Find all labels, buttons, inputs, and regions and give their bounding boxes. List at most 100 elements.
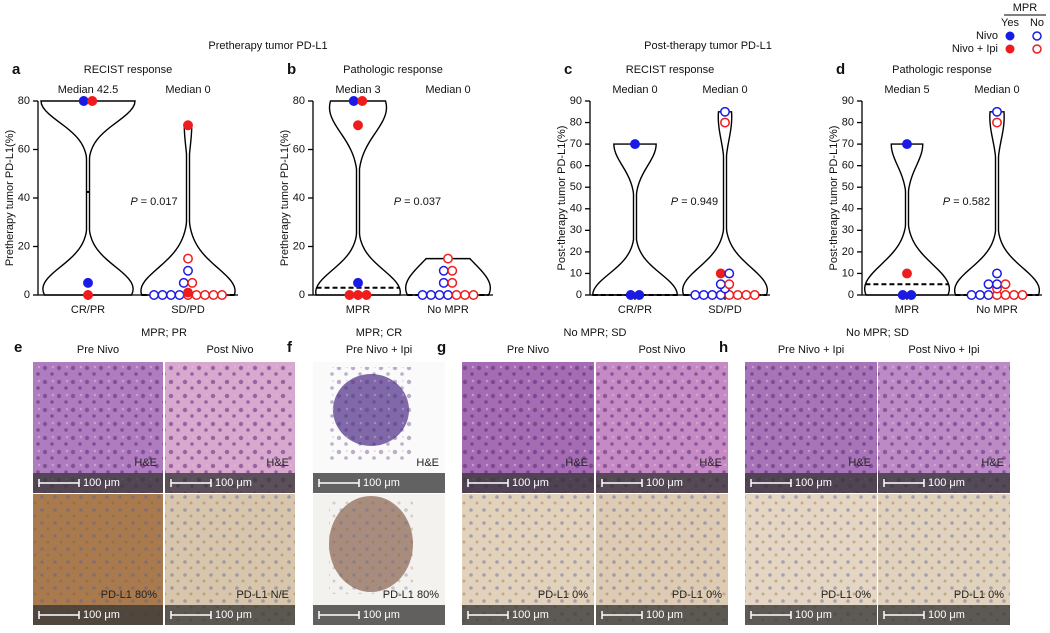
data-point bbox=[447, 265, 458, 276]
y-axis-label: Pretherapy tumor PD-L1(%) bbox=[4, 130, 16, 266]
data-point bbox=[78, 96, 89, 106]
x-tick-label: MPR bbox=[895, 304, 920, 316]
legend-row: Nivo bbox=[976, 30, 998, 42]
y-tick-label: 0 bbox=[848, 289, 854, 301]
scale-label: 100 μm bbox=[215, 477, 252, 489]
data-point bbox=[983, 290, 994, 300]
data-point bbox=[715, 279, 726, 290]
tissue-texture bbox=[165, 362, 295, 493]
scale-label: 100 μm bbox=[646, 609, 683, 621]
p-text: = 0.949 bbox=[681, 196, 718, 208]
stain-label: H&E bbox=[699, 457, 722, 469]
scale-strip bbox=[596, 605, 728, 625]
panel-label: d bbox=[836, 61, 845, 78]
y-tick-label: 60 bbox=[18, 143, 30, 155]
panel-label: h bbox=[719, 339, 728, 356]
y-tick-label: 20 bbox=[18, 240, 30, 252]
y-tick-label: 40 bbox=[18, 192, 30, 204]
violin bbox=[591, 143, 679, 296]
x-tick-label: No MPR bbox=[976, 304, 1018, 316]
stain-label: PD-L1 N/E bbox=[236, 589, 289, 601]
panel-label: b bbox=[287, 61, 296, 78]
column-label: Post Nivo bbox=[206, 344, 253, 356]
data-point bbox=[451, 290, 462, 300]
data-point bbox=[698, 290, 709, 300]
tissue-texture bbox=[462, 362, 594, 493]
legend-title: MPR bbox=[1013, 2, 1038, 14]
data-point bbox=[1009, 290, 1019, 300]
data-point bbox=[83, 277, 93, 288]
section-header: Pretherapy tumor PD-L1 bbox=[208, 40, 327, 52]
data-point bbox=[348, 96, 359, 106]
data-point bbox=[992, 268, 1002, 279]
data-point bbox=[902, 268, 912, 279]
scale-label: 100 μm bbox=[512, 477, 549, 489]
y-tick-label: 50 bbox=[570, 181, 582, 193]
chart-title: Pathologic response bbox=[892, 64, 992, 76]
data-point bbox=[468, 290, 479, 300]
scale-strip bbox=[596, 473, 728, 493]
data-point bbox=[353, 120, 363, 131]
scale-strip bbox=[878, 605, 1010, 625]
scale-label: 100 μm bbox=[795, 477, 832, 489]
tissue-texture bbox=[878, 494, 1010, 625]
legend-marker bbox=[1005, 44, 1015, 54]
data-point bbox=[1000, 290, 1011, 300]
panel-label: c bbox=[564, 61, 572, 78]
data-point bbox=[183, 287, 193, 298]
p-text: = 0.017 bbox=[141, 196, 178, 208]
panel-label: a bbox=[12, 61, 21, 78]
violin bbox=[40, 100, 136, 296]
data-point bbox=[625, 290, 636, 300]
scale-label: 100 μm bbox=[215, 609, 252, 621]
data-point bbox=[983, 279, 994, 290]
data-point bbox=[1017, 290, 1028, 300]
data-point bbox=[966, 290, 977, 300]
y-axis-label: Pretherapy tumor PD-L1(%) bbox=[279, 130, 291, 266]
median-label: Median 0 bbox=[612, 84, 657, 96]
panel-title: MPR; PR bbox=[141, 327, 187, 339]
stain-label: PD-L1 80% bbox=[383, 589, 439, 601]
tissue-texture bbox=[596, 362, 728, 493]
p-text: = 0.037 bbox=[404, 196, 441, 208]
data-point bbox=[1000, 279, 1011, 290]
p-value: P = 0.017 bbox=[130, 196, 177, 208]
data-point bbox=[434, 290, 445, 300]
y-tick-label: 70 bbox=[570, 138, 582, 150]
stain-label: PD-L1 0% bbox=[821, 589, 871, 601]
data-point bbox=[720, 117, 730, 128]
tissue-texture bbox=[329, 499, 413, 594]
data-point bbox=[353, 290, 363, 300]
scale-label: 100 μm bbox=[83, 609, 120, 621]
legend-marker bbox=[1032, 31, 1042, 41]
data-point bbox=[183, 120, 193, 131]
violin bbox=[314, 100, 402, 296]
data-point bbox=[443, 290, 453, 300]
scale-strip bbox=[462, 473, 594, 493]
chart-title: RECIST response bbox=[626, 64, 714, 76]
data-point bbox=[630, 139, 640, 150]
p-value: P = 0.037 bbox=[394, 196, 441, 208]
median-label: Median 5 bbox=[884, 84, 929, 96]
data-point bbox=[902, 139, 912, 150]
data-point bbox=[749, 290, 760, 300]
panel-title: No MPR; SD bbox=[846, 327, 909, 339]
x-tick-label: MPR bbox=[346, 304, 371, 316]
tissue-texture bbox=[596, 494, 728, 625]
scale-strip bbox=[462, 605, 594, 625]
median-label: Median 3 bbox=[335, 84, 380, 96]
y-tick-label: 90 bbox=[842, 95, 854, 107]
x-tick-label: SD/PD bbox=[171, 304, 205, 316]
violin bbox=[681, 111, 769, 296]
p-text: = 0.582 bbox=[953, 196, 990, 208]
data-point bbox=[443, 253, 453, 264]
stain-label: PD-L1 0% bbox=[672, 589, 722, 601]
legend-column: Yes bbox=[1001, 17, 1019, 29]
data-point bbox=[992, 279, 1002, 290]
data-point bbox=[992, 106, 1002, 117]
legend-column: No bbox=[1030, 17, 1044, 29]
y-tick-label: 0 bbox=[299, 289, 305, 301]
tissue-texture bbox=[33, 494, 163, 625]
y-tick-label: 20 bbox=[570, 246, 582, 258]
